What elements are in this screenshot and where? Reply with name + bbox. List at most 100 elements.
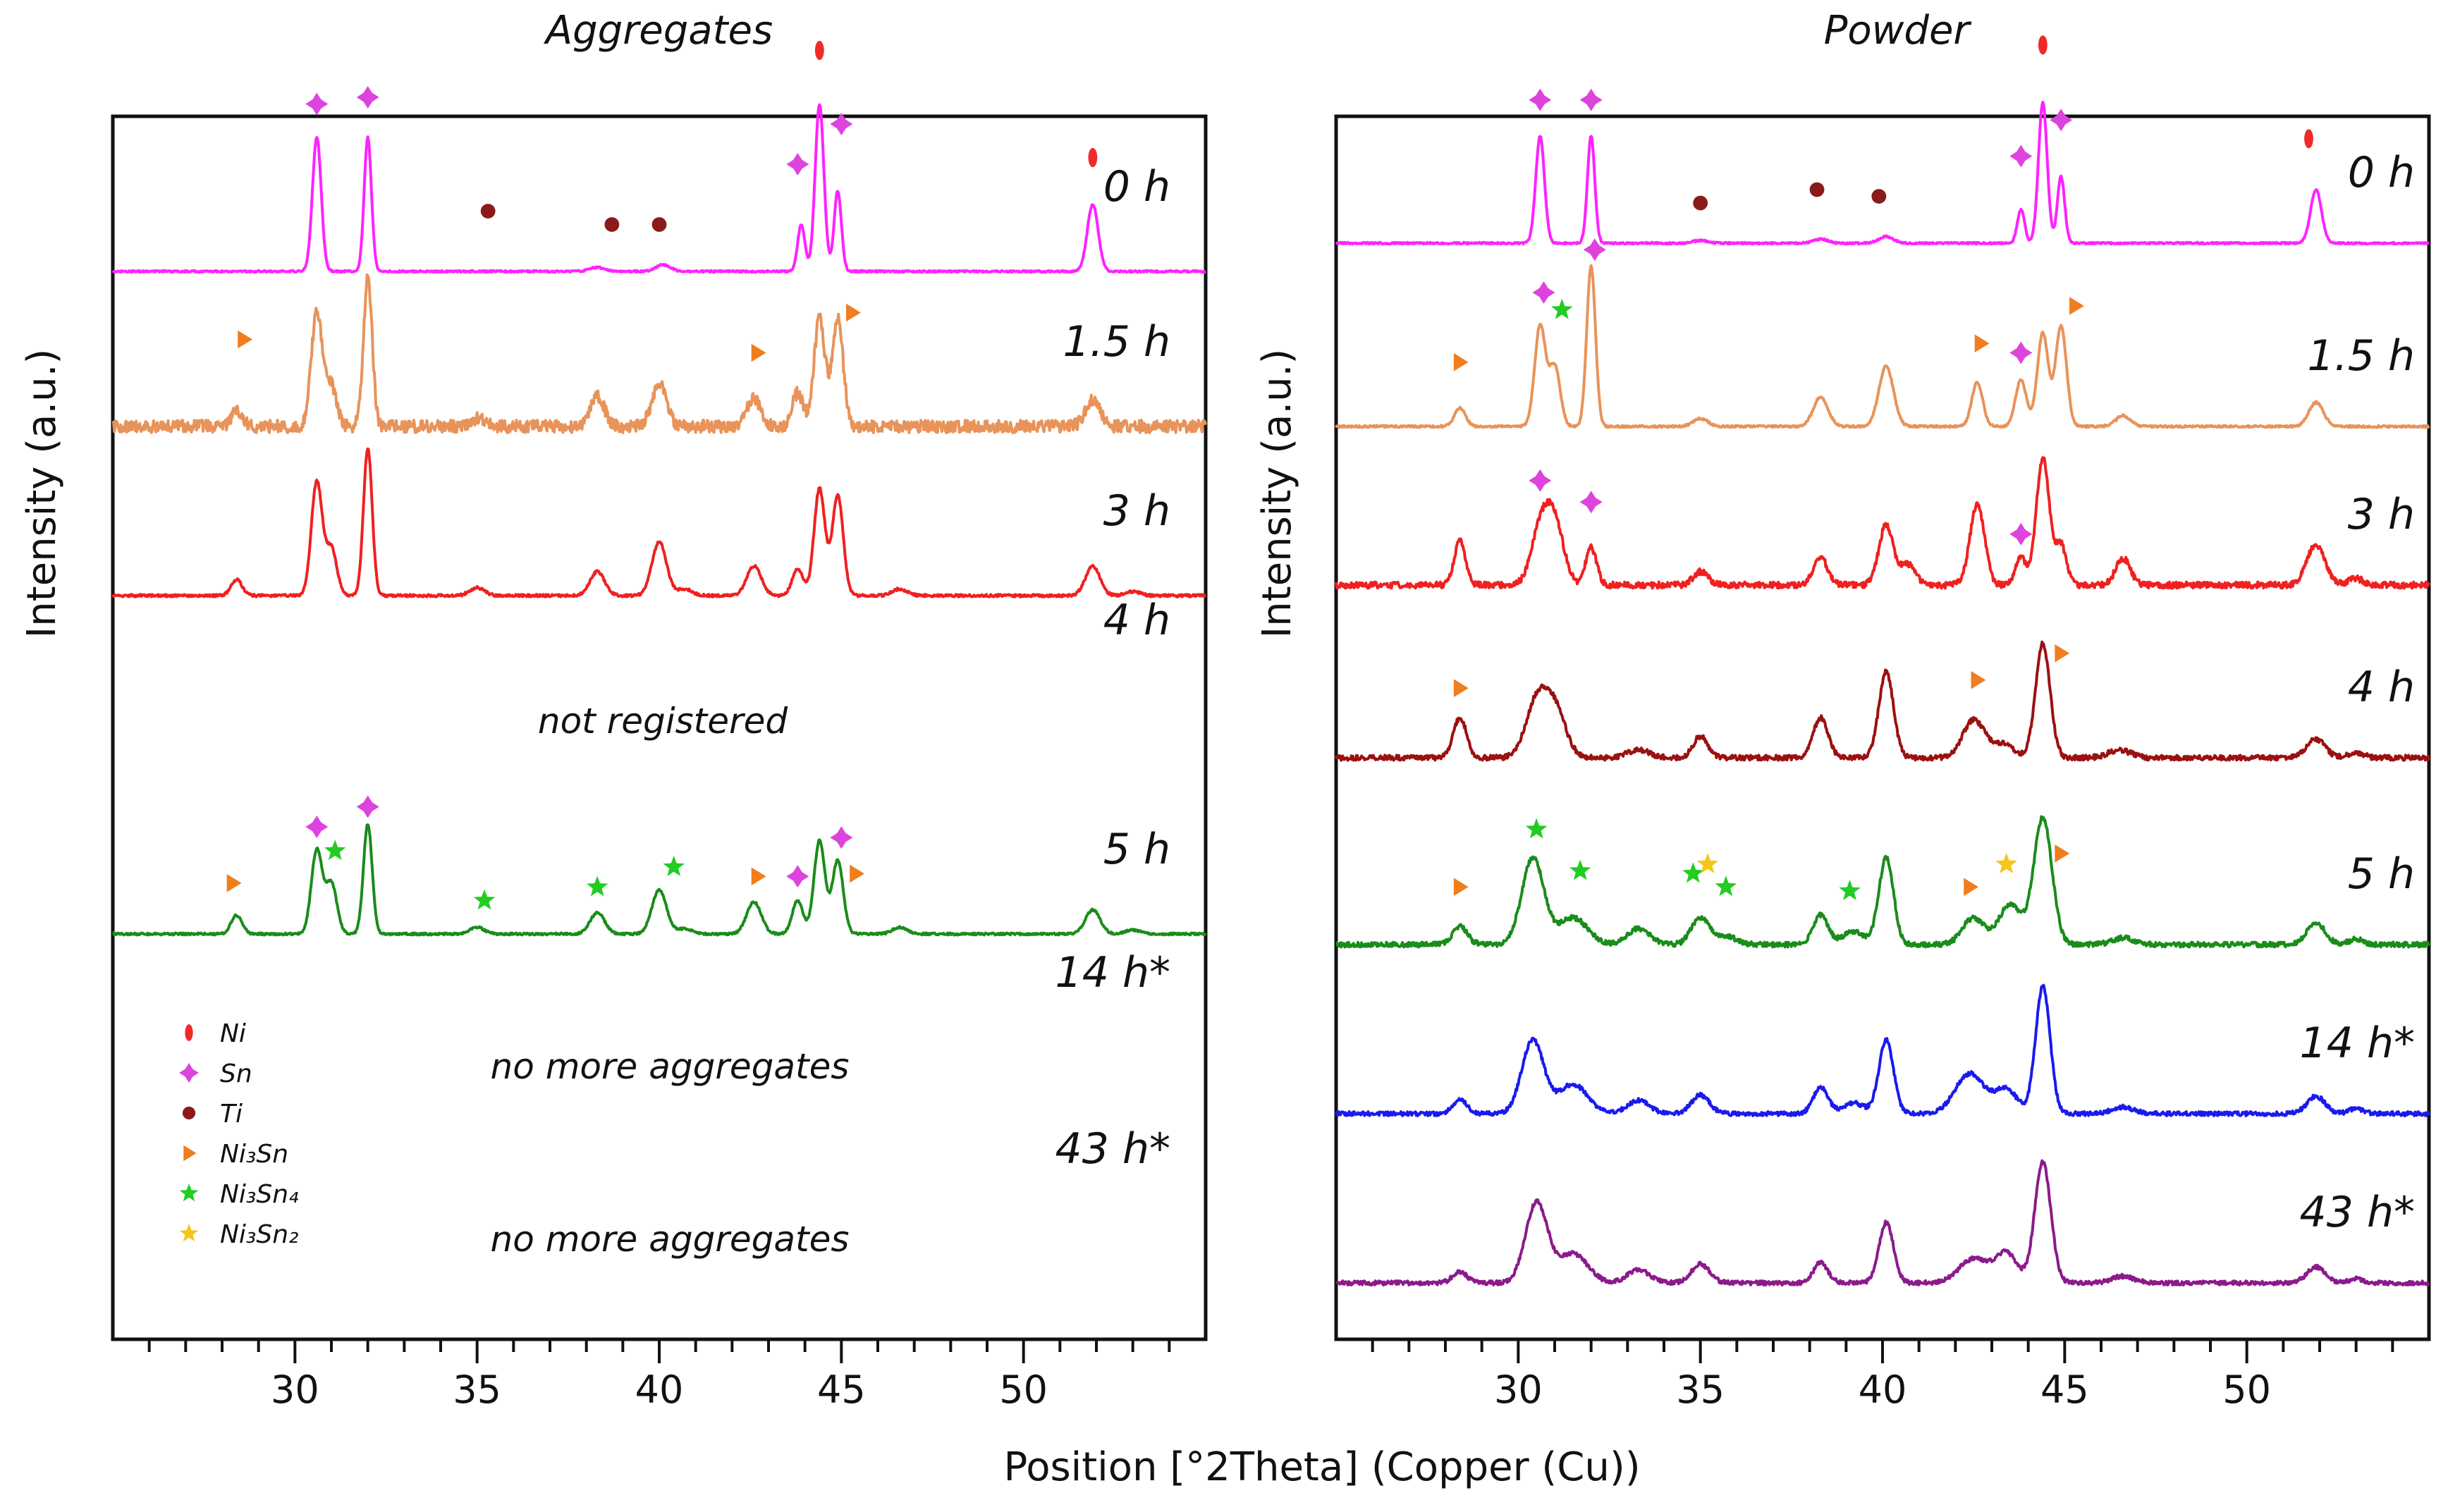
powder-plot-area: 30 35 40 45 50 0 h 1.5 h 3 h 4 h 5 h 14 h* 43 h* [1335,35,2430,1412]
marker-sn-icon [2009,145,2033,168]
marker-ni3sn4-icon [1551,298,1573,319]
x-tick-label: 30 [1494,1367,1543,1412]
aggregates-title: Aggregates [544,8,773,54]
marker-ni3sn-icon [1974,334,1990,352]
marker-ti-icon [651,217,667,232]
series-time-label: 4 h [2348,663,2415,712]
marker-sn-icon [1529,88,1552,111]
marker-sn-icon [2009,341,2033,364]
x-tick-label: 30 [271,1367,319,1412]
powder-plot-frame [1334,114,2431,1341]
marker-ni3sn-icon [751,867,766,886]
marker-ni3sn-icon [1964,878,1978,897]
marker-ni3sn4-icon [663,856,685,876]
pattern-line [111,103,1206,274]
legend-ni3sn-icon [183,1145,197,1162]
marker-ni3sn-icon [1971,671,1986,689]
legend-ti-icon [182,1106,196,1120]
marker-sn-icon [1583,238,1606,262]
marker-ni3sn4-icon [473,889,496,910]
marker-sn-icon [1579,491,1603,514]
marker-ti-icon [604,217,620,232]
legend-ni3sn4-icon [179,1184,199,1202]
series-time-label: 5 h [1103,825,1170,874]
marker-sn-icon [356,86,379,109]
marker-ni3sn-icon [1453,878,1469,897]
x-tick-label: 50 [999,1367,1048,1412]
series-time-label: 14 h* [1055,948,1170,997]
marker-ni-icon [1088,147,1098,168]
pattern-line [1335,264,2430,429]
marker-ni3sn-icon [1453,679,1469,697]
marker-sn-icon [305,816,329,838]
marker-ni3sn2-icon [1995,853,2017,873]
note-4h-not-registered: not registered [538,701,788,742]
marker-ni3sn4-icon [324,840,346,861]
series-time-label: 3 h [1103,486,1170,536]
x-axis-label: Position [°2Theta] (Copper (Cu)) [1003,1444,1640,1490]
marker-ni-icon [2038,35,2048,55]
pattern-line [1335,456,2430,590]
marker-ti-icon [1693,195,1708,211]
pattern-line [111,823,1207,937]
x-tick-label: 45 [817,1367,866,1412]
series-time-label: 1.5 h [2307,331,2415,381]
legend-label: Ni₃Sn₂ [220,1220,298,1249]
x-tick-label: 40 [1859,1367,1907,1412]
marker-sn-icon [786,865,809,888]
aggregates-panel: Aggregates 30 35 40 45 50 0 h 1.5 h 3 h 4 h 5 h 14… [111,8,1208,1412]
marker-sn-icon [356,795,379,818]
marker-ni3sn-icon [850,864,864,883]
marker-ni3sn4-icon [1715,875,1737,897]
series-time-label: 43 h* [2300,1188,2415,1237]
x-tick-label: 45 [2040,1367,2089,1412]
series-time-label: 0 h [2348,148,2415,197]
pattern-line [111,447,1206,598]
marker-sn-icon [830,113,853,135]
marker-ni3sn-icon [1453,353,1469,371]
marker-ni3sn2-icon [1696,853,1719,873]
marker-ti-icon [480,204,496,219]
phase-legend: Ni Sn Ti Ni₃Sn Ni₃Sn₄ Ni₃Sn₂ [179,1019,299,1249]
marker-ni3sn4-icon [1525,818,1548,839]
marker-sn-icon [830,826,853,849]
aggregates-plot-area: 30 35 40 45 50 0 h 1.5 h 3 h 4 h 5 h 14 h* 43 h* [111,40,1207,1412]
legend-label: Ni₃Sn₄ [220,1180,299,1209]
x-tick-label: 50 [2222,1367,2271,1412]
marker-ni3sn-icon [238,330,252,349]
series-time-label: 5 h [2348,849,2415,899]
pattern-line [1335,983,2430,1117]
marker-sn-icon [1579,88,1603,111]
x-tick-label: 40 [635,1367,684,1412]
series-time-label: 3 h [2348,490,2415,539]
marker-ti-icon [1809,182,1825,197]
pattern-line [111,273,1207,434]
marker-ni3sn4-icon [1569,859,1591,880]
powder-title: Powder [1824,8,1972,54]
marker-ti-icon [1871,189,1887,204]
powder-y-axis-label: Intensity (a.u.) [1254,349,1300,639]
marker-sn-icon [786,153,809,176]
marker-ni3sn-icon [751,343,766,362]
pattern-line [1335,1159,2430,1286]
marker-ni3sn-icon [226,874,242,892]
x-tick-label: 35 [1676,1367,1725,1412]
series-time-label: 0 h [1103,162,1170,211]
series-time-label: 14 h* [2300,1019,2415,1068]
aggregates-y-axis-label: Intensity (a.u.) [19,349,65,639]
series-time-label: 43 h* [1055,1124,1170,1174]
pattern-line [1335,100,2430,246]
marker-sn-icon [305,92,329,116]
legend-label: Ti [220,1100,243,1129]
legend-label: Ni [220,1019,246,1048]
marker-ni3sn-icon [2055,644,2070,663]
legend-ni3sn2-icon [179,1224,199,1242]
marker-ni3sn-icon [2069,297,2084,315]
pattern-line [1335,640,2430,762]
marker-sn-icon [2050,109,2073,132]
marker-ni-icon [2304,129,2313,149]
marker-sn-icon [1529,469,1552,492]
legend-sn-icon [179,1063,199,1083]
series-time-label: 4 h [1103,596,1170,645]
marker-ni3sn-icon [846,303,861,322]
